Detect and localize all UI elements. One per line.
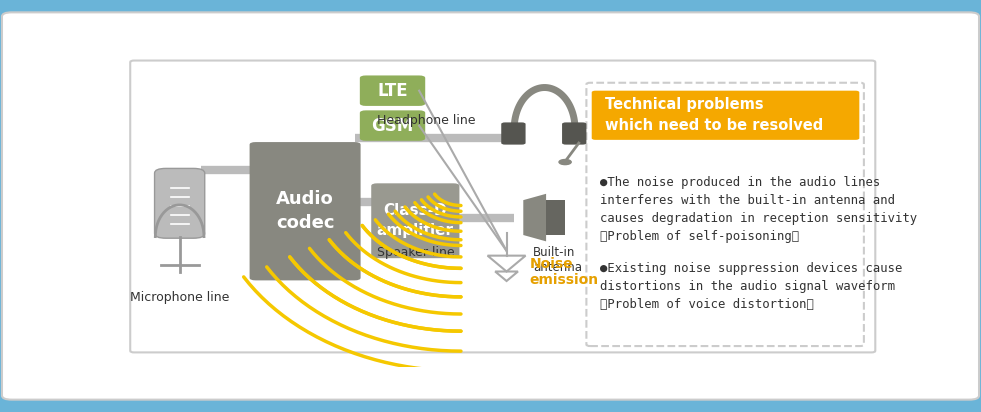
FancyBboxPatch shape [360, 110, 425, 141]
Text: Audio
codec: Audio codec [276, 190, 335, 232]
Text: GSM: GSM [372, 117, 414, 135]
FancyBboxPatch shape [546, 200, 565, 235]
FancyBboxPatch shape [371, 183, 459, 258]
FancyBboxPatch shape [562, 122, 587, 145]
FancyBboxPatch shape [249, 142, 361, 281]
Text: ●The noise produced in the audio lines
interferes with the built-in antenna and
: ●The noise produced in the audio lines i… [600, 176, 917, 243]
Text: Built-in
antenna: Built-in antenna [534, 246, 582, 274]
Text: Speaker line: Speaker line [378, 246, 455, 259]
FancyBboxPatch shape [592, 91, 859, 140]
Text: Class-D
amplifier: Class-D amplifier [377, 204, 454, 238]
Text: Technical problems
which need to be resolved: Technical problems which need to be reso… [604, 97, 823, 133]
FancyBboxPatch shape [501, 122, 526, 145]
FancyBboxPatch shape [130, 61, 875, 352]
Circle shape [559, 159, 571, 165]
Text: ●Existing noise suppression devices cause
distortions in the audio signal wavefo: ●Existing noise suppression devices caus… [600, 262, 903, 311]
Text: LTE: LTE [378, 82, 408, 100]
FancyBboxPatch shape [155, 169, 205, 238]
Text: Microphone line: Microphone line [129, 290, 230, 304]
Polygon shape [523, 194, 546, 241]
Text: Noise
emission: Noise emission [530, 257, 598, 288]
Text: Headphone line: Headphone line [378, 114, 476, 127]
FancyBboxPatch shape [360, 75, 425, 106]
FancyBboxPatch shape [587, 83, 864, 346]
